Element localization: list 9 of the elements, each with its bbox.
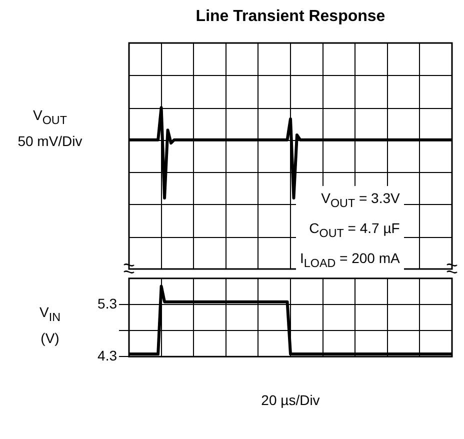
annotation: V$_{OUT}$ = 3.3V (320, 189, 400, 212)
annotation: C$_{OUT}$ = 4.7 µF (308, 218, 400, 242)
y-axis-title: V$_{IN}$ (V) (40, 304, 60, 346)
y-tick-label: 5.3 (98, 295, 118, 312)
x-axis-title: 20 µs/Div (260, 392, 321, 408)
chart-title: Line Transient Response (194, 8, 386, 26)
y-axis-title: V$_{OUT}$ 50 mV/Div (16, 106, 84, 151)
annotation: I$_{LOAD}$ = 200 mA (300, 248, 400, 272)
y-tick-label: 4.3 (98, 347, 118, 364)
